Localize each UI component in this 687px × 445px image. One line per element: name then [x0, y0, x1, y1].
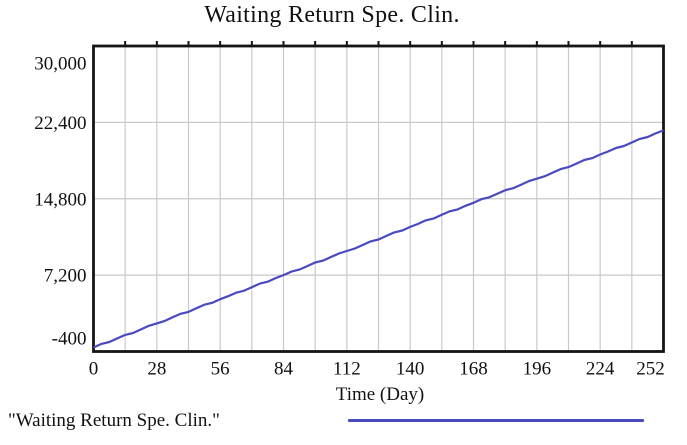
x-tick-label: 56 [211, 359, 230, 380]
chart-title: Waiting Return Spe. Clin. [204, 2, 460, 28]
x-tick-label: 84 [274, 359, 294, 380]
plot-frame [92, 44, 665, 353]
x-tick-label: 140 [396, 359, 425, 380]
x-tick-label: 252 [636, 359, 665, 380]
x-tick-label: 224 [586, 359, 615, 380]
y-tick-label: -400 [52, 329, 87, 350]
x-axis-title: Time (Day) [335, 384, 425, 405]
series-line [93, 129, 664, 349]
legend: "Waiting Return Spe. Clin." [0, 406, 687, 436]
y-tick-label: 7,200 [44, 266, 87, 287]
y-tick-label: 14,800 [34, 189, 86, 210]
y-tick-label: 30,000 [34, 54, 86, 75]
legend-line-swatch [348, 419, 644, 422]
x-tick-label: 0 [89, 359, 99, 380]
legend-series-label: "Waiting Return Spe. Clin." [8, 410, 220, 431]
y-tick-label: 22,400 [34, 113, 86, 134]
x-tick-label: 196 [523, 359, 552, 380]
x-tick-label: 28 [147, 359, 166, 380]
x-tick-label: 112 [333, 359, 361, 380]
x-tick-label: 168 [459, 359, 488, 380]
